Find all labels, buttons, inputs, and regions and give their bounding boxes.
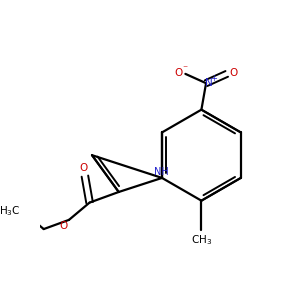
Text: O: O [79, 163, 87, 173]
Text: CH$_3$: CH$_3$ [191, 233, 212, 247]
Text: O: O [230, 68, 238, 79]
Text: O: O [60, 221, 68, 231]
Text: ⁻: ⁻ [182, 64, 187, 74]
Text: +: + [210, 74, 217, 83]
Text: N: N [205, 78, 212, 88]
Text: O: O [175, 68, 183, 79]
Text: H$_3$C: H$_3$C [0, 204, 21, 218]
Text: NH: NH [154, 167, 168, 177]
